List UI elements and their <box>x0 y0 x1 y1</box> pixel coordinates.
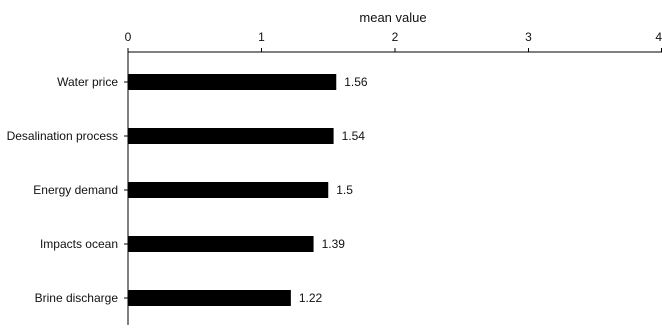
category-label: Water price <box>57 75 118 89</box>
data-label: 1.39 <box>322 237 346 251</box>
category-labels: Water price Desalination process Energy de… <box>7 75 119 305</box>
x-tick-label: 4 <box>655 30 662 44</box>
category-label: Energy demand <box>33 183 118 197</box>
bar <box>128 128 334 144</box>
data-label: 1.54 <box>342 129 366 143</box>
category-label: Impacts ocean <box>40 237 118 251</box>
data-label: 1.5 <box>336 183 353 197</box>
bar <box>128 182 329 198</box>
x-tick-label: 2 <box>392 30 399 44</box>
bar <box>128 74 337 90</box>
data-label: 1.56 <box>344 75 368 89</box>
category-label: Desalination process <box>7 129 118 143</box>
x-tick-label: 1 <box>258 30 265 44</box>
bar <box>128 290 291 306</box>
data-label: 1.22 <box>299 291 323 305</box>
bars-group <box>124 74 337 306</box>
x-tick-label: 0 <box>125 30 132 44</box>
x-tick-label: 3 <box>525 30 532 44</box>
value-labels: 1.56 1.54 1.5 1.39 1.22 <box>299 75 368 305</box>
bar <box>128 236 314 252</box>
x-axis-title: mean value <box>359 10 426 25</box>
category-label: Brine discharge <box>35 291 119 305</box>
x-axis-ticks: 0 1 2 3 4 <box>125 30 662 52</box>
